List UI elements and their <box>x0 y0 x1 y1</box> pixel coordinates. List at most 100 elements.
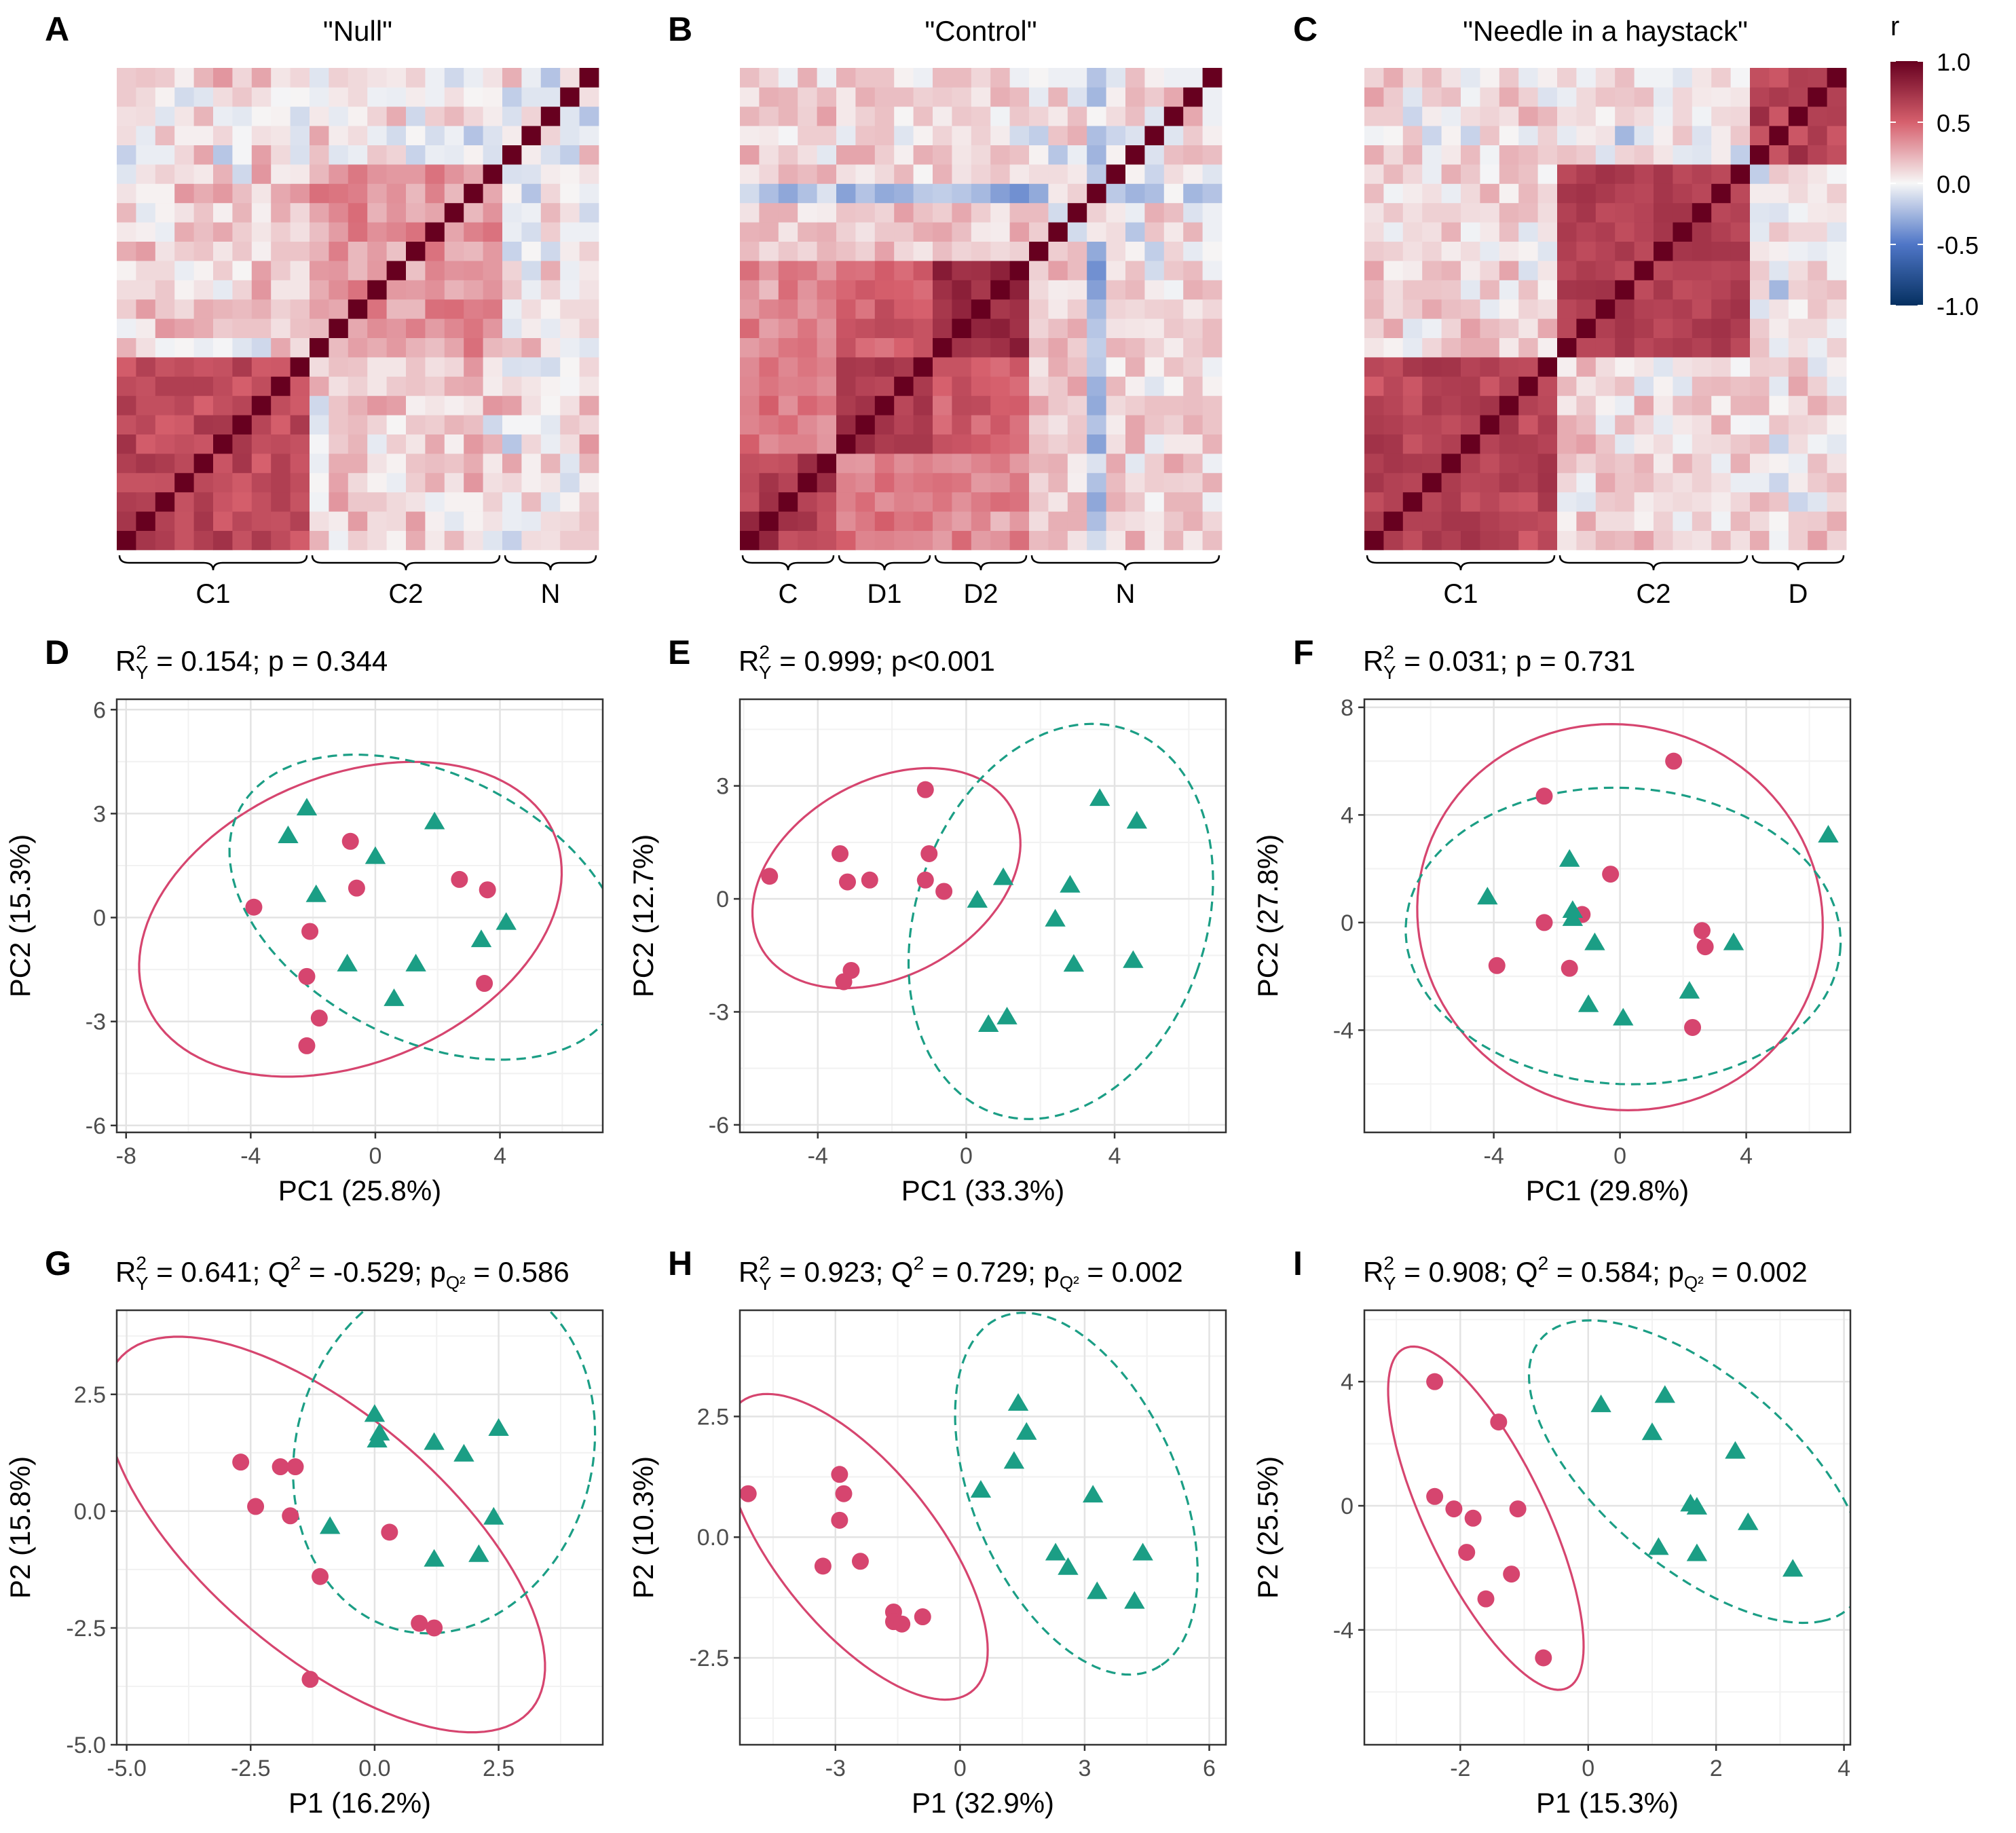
heatmap-cell <box>1402 434 1423 454</box>
heatmap-cell <box>1402 183 1423 204</box>
heatmap-cell <box>1750 126 1770 145</box>
heatmap-cell <box>1422 145 1442 165</box>
stat-superscript: 2 <box>136 642 147 663</box>
panel-tag: C <box>1293 10 1318 48</box>
heatmap-cell <box>1125 415 1145 434</box>
heatmap-cell <box>1537 357 1558 377</box>
heatmap-cell <box>1595 280 1616 300</box>
heatmap-cell <box>1480 106 1500 126</box>
heatmap-cell <box>1499 337 1519 358</box>
heatmap-cell <box>155 126 175 145</box>
heatmap-cell <box>1730 145 1751 165</box>
group2-point <box>424 1432 445 1450</box>
panel-tag: E <box>668 633 690 671</box>
heatmap-cell <box>464 126 483 145</box>
heatmap-cell <box>1383 337 1404 358</box>
heatmap-cell <box>1422 241 1442 261</box>
heatmap-cell <box>464 376 483 396</box>
heatmap-cell <box>1364 183 1384 204</box>
group1-point <box>1535 788 1553 805</box>
heatmap-cell <box>579 280 599 300</box>
heatmap-cell <box>990 241 1010 261</box>
heatmap-cell <box>1518 357 1538 377</box>
heatmap-cell <box>232 453 253 473</box>
heatmap-cell <box>933 183 952 204</box>
heatmap-cell <box>1634 241 1654 261</box>
heatmap-cell <box>1087 87 1106 107</box>
heatmap-cell <box>1067 415 1087 434</box>
heatmap-cell <box>1067 183 1087 204</box>
heatmap-cell <box>1730 473 1751 493</box>
heatmap-cell <box>1730 492 1751 512</box>
heatmap-cell <box>1422 492 1442 512</box>
heatmap-cell <box>1788 164 1808 184</box>
heatmap-cell <box>117 145 136 165</box>
group1-point <box>312 1568 329 1585</box>
heatmap-cell <box>990 87 1010 107</box>
heatmap-cell <box>836 280 856 300</box>
heatmap-cell <box>798 241 817 261</box>
heatmap-cell <box>251 376 272 396</box>
heatmap-cell <box>464 261 483 280</box>
heatmap-cell <box>1788 395 1808 415</box>
heatmap-cell <box>1634 183 1654 204</box>
block-brace <box>118 555 308 571</box>
heatmap-cell <box>778 530 798 551</box>
heatmap-cell <box>329 261 349 280</box>
heatmap-cell <box>329 473 349 493</box>
heatmap-cell <box>1067 453 1087 473</box>
heatmap-cell <box>1634 492 1654 512</box>
heatmap-cell <box>329 222 349 242</box>
heatmap-cell <box>444 318 464 338</box>
heatmap-cell <box>1163 261 1184 280</box>
group1-point <box>286 1458 304 1476</box>
heatmap-cell <box>1125 106 1145 126</box>
x-axis-label: PC1 (33.3%) <box>901 1174 1064 1206</box>
heatmap-cell <box>990 415 1010 434</box>
heatmap-cell <box>329 357 349 377</box>
heatmap-cell <box>1364 145 1384 165</box>
heatmap-cell <box>1557 511 1577 531</box>
heatmap-cell <box>1518 261 1538 280</box>
heatmap-cell <box>406 145 426 165</box>
heatmap-cell <box>1441 183 1461 204</box>
plot-border <box>739 1309 1227 1746</box>
stat-value: 0.923; Q <box>804 1256 913 1288</box>
heatmap-cell <box>798 492 817 512</box>
heatmap-cell <box>348 337 368 358</box>
heatmap-cell <box>1125 395 1145 415</box>
stat-line: R2 Y = 0.154; p = 0.344 <box>115 642 388 683</box>
heatmap-cell <box>540 453 561 473</box>
heatmap-cell <box>367 511 387 531</box>
group2-point <box>1087 1581 1108 1599</box>
heatmap-cell <box>521 299 542 319</box>
heatmap-cell <box>759 415 779 434</box>
group2-point <box>1562 908 1584 926</box>
x-tick-label: 3 <box>1078 1756 1091 1781</box>
heatmap-cell <box>971 261 991 280</box>
heatmap-cell <box>836 299 856 319</box>
heatmap-cell <box>1422 511 1442 531</box>
heatmap-cell <box>1750 318 1770 338</box>
heatmap-cell <box>971 280 991 300</box>
heatmap-cell <box>155 202 175 223</box>
heatmap-cell <box>1125 145 1145 165</box>
heatmap-cell <box>874 511 895 531</box>
heatmap-cell <box>1576 492 1597 512</box>
group1-point <box>739 1485 757 1502</box>
heatmap-cell <box>310 241 329 261</box>
heatmap-cell <box>155 318 175 338</box>
group1-point <box>914 1608 931 1626</box>
heatmap-cell <box>971 106 991 126</box>
heatmap-cell <box>1009 241 1030 261</box>
heatmap-cell <box>952 126 972 145</box>
heatmap-cell <box>836 530 856 551</box>
heatmap-cell <box>174 261 194 280</box>
heatmap-cell <box>290 337 310 358</box>
stat-value: = 0.002 <box>1079 1256 1183 1288</box>
heatmap-cell <box>1383 299 1404 319</box>
group1-ellipse <box>1387 1345 1585 1691</box>
heatmap-cell <box>913 492 933 512</box>
heatmap-cell <box>894 511 914 531</box>
block-brace <box>741 555 835 571</box>
